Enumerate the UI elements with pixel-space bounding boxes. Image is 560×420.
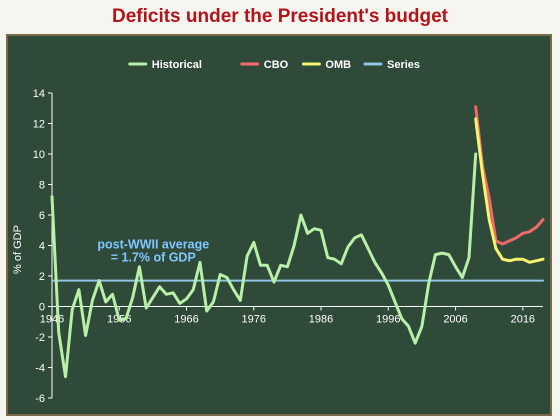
- chart-lines: [50, 105, 545, 379]
- annotation-line: = 1.7% of GDP: [111, 251, 196, 265]
- y-tick-label: -6: [35, 393, 45, 405]
- chart-annotation: post-WWII average= 1.7% of GDP: [97, 238, 209, 265]
- x-tick-label: 1986: [309, 314, 333, 326]
- page-title: Deficits under the President's budget: [111, 6, 449, 27]
- y-tick-label: 8: [39, 180, 45, 192]
- legend-label-series: Series: [387, 59, 420, 71]
- series-line-historical: [50, 152, 478, 379]
- x-tick-label: 1966: [174, 314, 198, 326]
- y-tick-label: 4: [39, 241, 45, 253]
- y-axis-label: % of GDP: [12, 225, 24, 274]
- x-tick-label: 1996: [376, 314, 400, 326]
- y-tick-label: 0: [39, 302, 45, 314]
- y-tick-label: -2: [35, 332, 45, 344]
- x-tick-label: 2006: [443, 314, 467, 326]
- chart-board: Historical CBO OMB Series -6 -4 -2 0 2 4 6 8 10 12 14…: [6, 34, 552, 416]
- chart-legend: Historical CBO OMB Series: [128, 59, 420, 71]
- series-line-omb: [474, 117, 545, 264]
- y-tick-label: 14: [33, 88, 45, 100]
- line-chart: Historical CBO OMB Series -6 -4 -2 0 2 4 6 8 10 12 14…: [12, 59, 545, 405]
- legend-label-historical: Historical: [152, 59, 202, 71]
- x-tick-label: 2016: [511, 314, 535, 326]
- y-tick-label: 6: [39, 210, 45, 222]
- y-tick-label: 12: [33, 119, 45, 131]
- legend-label-omb: OMB: [325, 59, 351, 71]
- y-tick-label: 10: [33, 149, 45, 161]
- x-tick-label: 1976: [242, 314, 266, 326]
- series-line-cbo: [474, 105, 545, 246]
- y-tick-label: -4: [35, 363, 45, 375]
- y-tick-label: 2: [39, 271, 45, 283]
- legend-label-cbo: CBO: [264, 59, 289, 71]
- annotation-line: post-WWII average: [97, 238, 209, 252]
- x-tick-label: 1946: [40, 314, 64, 326]
